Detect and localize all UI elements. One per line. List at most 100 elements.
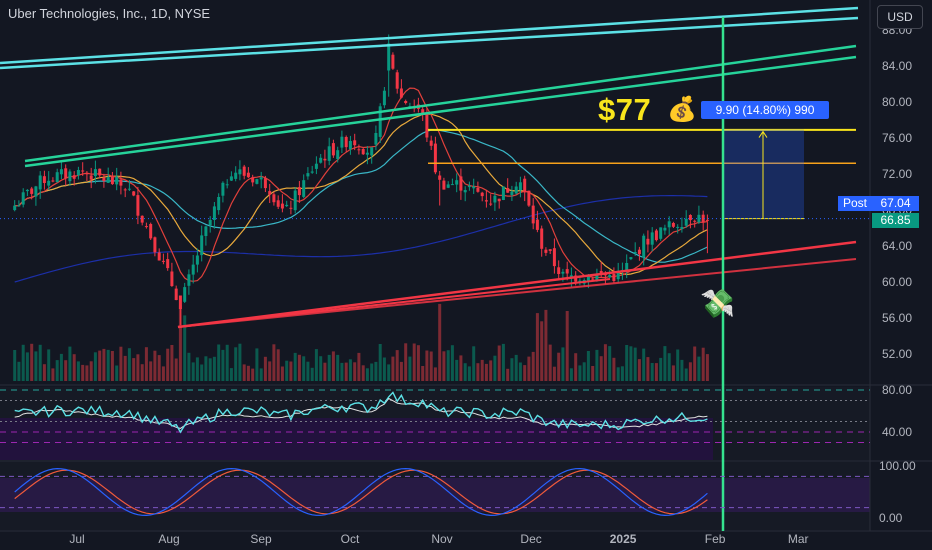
price-tick-label: 80.00 <box>882 95 912 109</box>
candle-body <box>272 194 276 203</box>
candle-body <box>42 176 46 183</box>
volume-bar <box>42 364 46 381</box>
currency-button[interactable]: USD <box>877 5 923 29</box>
candle-body <box>654 230 658 241</box>
ma-20-line <box>14 113 708 276</box>
candle-body <box>68 171 72 182</box>
candle-body <box>561 271 565 274</box>
volume-bar <box>285 360 289 381</box>
volume-bar <box>51 368 55 381</box>
oscillator-tick-label: 40.00 <box>882 425 912 439</box>
candle-body <box>671 223 675 227</box>
candle-body <box>140 215 144 223</box>
volume-bar <box>64 360 68 381</box>
stochastic-tick-label: 0.00 <box>879 511 903 525</box>
candle-body <box>680 227 684 230</box>
candle-body <box>552 248 556 267</box>
candle-body <box>204 226 208 236</box>
volume-bar <box>327 354 331 381</box>
volume-bar <box>701 347 705 381</box>
support-line-lower <box>177 258 857 328</box>
candle-body <box>225 184 229 186</box>
volume-bar <box>361 365 365 381</box>
volume-bar <box>149 361 153 381</box>
volume-bar <box>246 365 250 381</box>
price-tick-label: 60.00 <box>882 275 912 289</box>
candle-body <box>361 149 365 155</box>
candle-body <box>221 182 225 196</box>
candle-body <box>642 235 646 258</box>
price-tick-label: 72.00 <box>882 167 912 181</box>
volume-bar <box>582 362 586 381</box>
candle-body <box>106 177 110 183</box>
candle-body <box>514 186 518 194</box>
candle-body <box>64 168 68 179</box>
volume-bar <box>633 347 637 381</box>
measure-arrow-head <box>758 130 768 138</box>
volume-bar <box>404 343 408 381</box>
volume-bar <box>59 353 63 381</box>
volume-bar <box>85 365 89 381</box>
candle-body <box>323 158 327 161</box>
candle-body <box>38 175 42 190</box>
channel-top-line-lower <box>0 16 859 70</box>
candle-body <box>459 176 463 191</box>
money-with-wings-icon: 💸 <box>700 288 735 319</box>
candle-body <box>51 180 55 182</box>
candle-body <box>382 90 386 106</box>
chart-title: Uber Technologies, Inc., 1D, NYSE <box>8 6 211 21</box>
volume-bar <box>110 351 114 381</box>
volume-bar <box>242 364 246 381</box>
volume-bar <box>370 363 374 381</box>
volume-bar <box>374 361 378 381</box>
volume-bar <box>255 348 259 381</box>
volume-bar <box>302 356 306 381</box>
date-tick-label: Dec <box>520 532 541 546</box>
candle-body <box>85 173 89 175</box>
volume-bar <box>552 366 556 381</box>
volume-bar <box>187 352 191 381</box>
volume-bar <box>263 356 267 381</box>
volume-bar <box>153 350 157 381</box>
candle-body <box>327 146 331 161</box>
volume-bar <box>323 362 327 381</box>
candle-body <box>476 187 480 192</box>
post-price-tag: 67.04 <box>872 196 919 211</box>
date-tick-label: Nov <box>431 532 452 546</box>
volume-bar <box>21 344 25 381</box>
volume-bar <box>620 366 624 381</box>
volume-bar <box>293 352 297 381</box>
volume-bar <box>489 360 493 381</box>
candle-body <box>391 54 395 69</box>
candle-body <box>136 195 140 216</box>
candle-body <box>535 219 539 230</box>
volume-bar <box>557 352 561 381</box>
candle-body <box>55 172 59 182</box>
oscillator-main-line <box>14 391 708 434</box>
volume-bar <box>399 361 403 381</box>
candle-body <box>297 187 301 196</box>
volume-bar <box>93 352 97 381</box>
volume-bar <box>540 321 544 381</box>
volume-bar <box>387 364 391 381</box>
candle-body <box>425 112 429 138</box>
volume-bar <box>523 365 527 381</box>
candle-body <box>280 203 284 209</box>
volume-bar <box>667 353 671 381</box>
volume-bar <box>578 365 582 381</box>
candle-body <box>178 295 182 309</box>
volume-bar <box>480 359 484 381</box>
volume-bar <box>259 368 263 381</box>
volume-bar <box>268 361 272 381</box>
volume-bar <box>395 350 399 381</box>
date-tick-label: Mar <box>788 532 809 546</box>
price-tick-label: 56.00 <box>882 311 912 325</box>
candle-body <box>255 179 259 184</box>
candle-body <box>183 287 187 302</box>
volume-bar <box>531 351 535 381</box>
candle-body <box>102 177 106 181</box>
candle-body <box>157 252 161 261</box>
oscillator-band <box>0 418 713 460</box>
candle-body <box>650 232 654 245</box>
